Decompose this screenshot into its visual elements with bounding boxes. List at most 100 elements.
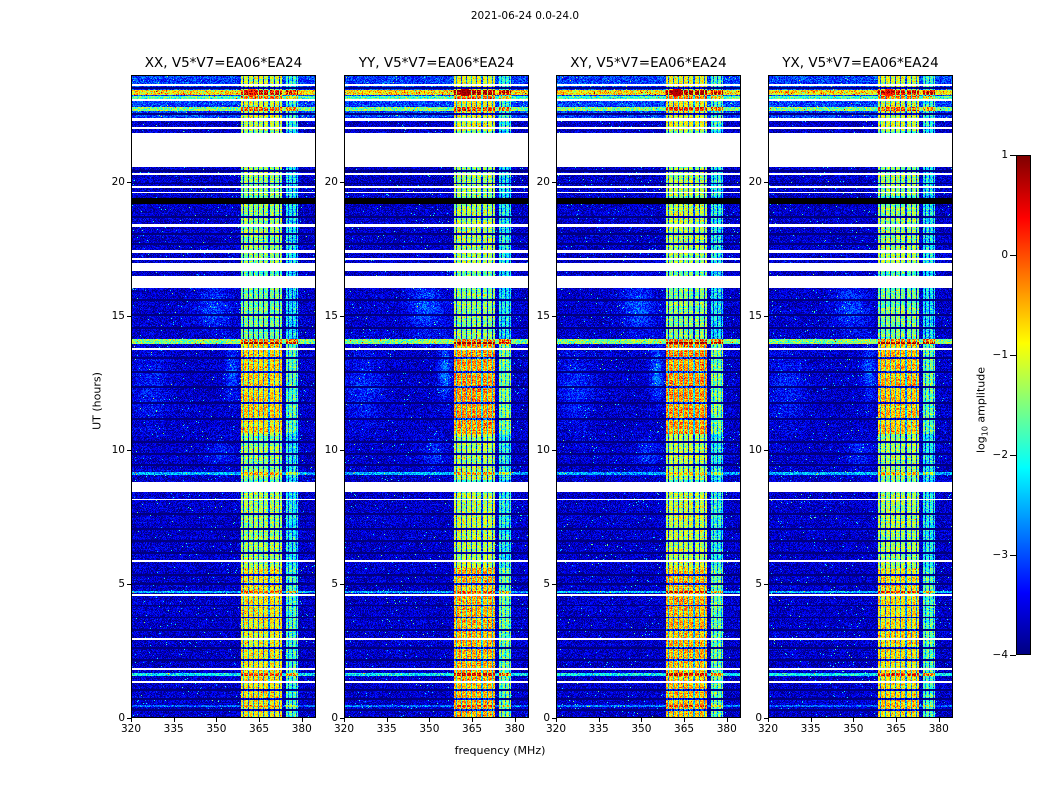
colorbar-tick-label: −2 — [992, 449, 1008, 461]
figure-title: 2021-06-24 0.0-24.0 — [470, 10, 580, 22]
x-tick — [131, 718, 132, 722]
y-tick-label: 0 — [543, 712, 550, 724]
x-axis-label: frequency (MHz) — [454, 744, 546, 757]
x-tick — [938, 718, 940, 722]
heatmap-xy — [556, 75, 741, 718]
x-tick-label: 365 — [249, 723, 270, 735]
heatmap-yx — [768, 75, 953, 718]
y-tick-label: 20 — [536, 176, 550, 189]
y-tick — [764, 450, 768, 452]
y-tick-label: 10 — [111, 444, 125, 457]
x-tick-label: 380 — [928, 723, 949, 735]
y-tick — [552, 450, 556, 452]
x-tick-label: 335 — [163, 723, 184, 735]
y-tick — [552, 182, 556, 184]
y-tick — [340, 182, 344, 184]
y-tick — [127, 450, 131, 452]
y-tick — [552, 316, 556, 318]
x-tick-label: 350 — [419, 723, 440, 735]
y-tick-label: 15 — [111, 310, 125, 323]
y-tick — [764, 718, 768, 719]
y-tick — [127, 718, 131, 719]
y-tick-label: 20 — [324, 176, 338, 189]
x-tick-label: 380 — [504, 723, 525, 735]
x-tick — [216, 718, 218, 722]
y-tick-label: 10 — [748, 444, 762, 457]
x-tick-label: 320 — [120, 723, 142, 735]
colorbar-tick — [1010, 455, 1016, 456]
x-tick — [173, 718, 175, 722]
x-tick — [726, 718, 728, 722]
colorbar-tick-label: −1 — [992, 349, 1008, 361]
y-tick-label: 15 — [748, 310, 762, 323]
x-tick-label: 320 — [757, 723, 779, 735]
y-tick — [764, 182, 768, 184]
x-tick-label: 380 — [716, 723, 737, 735]
y-tick — [340, 450, 344, 452]
y-tick-label: 15 — [324, 310, 338, 323]
y-tick — [127, 182, 131, 184]
x-tick — [301, 718, 303, 722]
y-tick-label: 15 — [536, 310, 550, 323]
x-tick — [259, 718, 261, 722]
colorbar-tick — [1010, 655, 1016, 656]
x-tick — [684, 718, 686, 722]
y-tick-label: 10 — [536, 444, 550, 457]
x-tick-label: 350 — [843, 723, 864, 735]
x-tick-label: 365 — [674, 723, 695, 735]
x-tick-label: 350 — [206, 723, 227, 735]
x-tick-label: 365 — [886, 723, 907, 735]
x-tick — [556, 718, 557, 722]
x-tick-label: 380 — [291, 723, 312, 735]
x-tick-label: 320 — [333, 723, 355, 735]
x-tick — [768, 718, 769, 722]
y-tick-label: 5 — [755, 578, 762, 591]
y-tick-label: 0 — [331, 712, 338, 724]
y-tick — [340, 584, 344, 586]
y-tick-label: 0 — [755, 712, 762, 724]
y-tick — [127, 584, 131, 586]
y-tick-label: 20 — [111, 176, 125, 189]
x-tick-label: 335 — [588, 723, 609, 735]
heatmap-xx — [131, 75, 316, 718]
y-tick — [340, 718, 344, 719]
x-tick — [386, 718, 388, 722]
x-tick-label: 365 — [462, 723, 483, 735]
y-tick — [552, 584, 556, 586]
x-tick-label: 335 — [800, 723, 821, 735]
y-tick — [764, 584, 768, 586]
panel-title: YY, V5*V7=EA06*EA24 — [358, 55, 515, 71]
y-tick — [127, 316, 131, 318]
x-tick — [344, 718, 345, 722]
x-tick — [853, 718, 855, 722]
y-tick-label: 20 — [748, 176, 762, 189]
colorbar-tick — [1010, 255, 1016, 256]
x-tick — [810, 718, 812, 722]
colorbar-tick-label: 1 — [1001, 149, 1008, 161]
colorbar-tick-label: −4 — [992, 649, 1008, 661]
y-tick — [764, 316, 768, 318]
colorbar-tick-label: −3 — [992, 549, 1008, 561]
x-tick — [896, 718, 898, 722]
x-tick-label: 350 — [631, 723, 652, 735]
x-tick — [598, 718, 600, 722]
colorbar-tick-label: 0 — [1001, 249, 1008, 261]
y-tick — [552, 718, 556, 719]
heatmap-yy — [344, 75, 529, 718]
panel-title: XX, V5*V7=EA06*EA24 — [144, 55, 303, 71]
y-tick-label: 5 — [331, 578, 338, 591]
x-tick — [472, 718, 474, 722]
colorbar-tick — [1010, 555, 1016, 556]
y-tick — [340, 316, 344, 318]
colorbar-tick — [1010, 155, 1016, 156]
y-tick-label: 5 — [543, 578, 550, 591]
y-tick-label: 0 — [118, 712, 125, 724]
colorbar-gradient — [1016, 155, 1031, 655]
panel-title: YX, V5*V7=EA06*EA24 — [782, 55, 939, 71]
panel-title: XY, V5*V7=EA06*EA24 — [570, 55, 727, 71]
x-tick — [641, 718, 643, 722]
x-tick — [429, 718, 431, 722]
y-tick-label: 10 — [324, 444, 338, 457]
y-tick-label: 5 — [118, 578, 125, 591]
